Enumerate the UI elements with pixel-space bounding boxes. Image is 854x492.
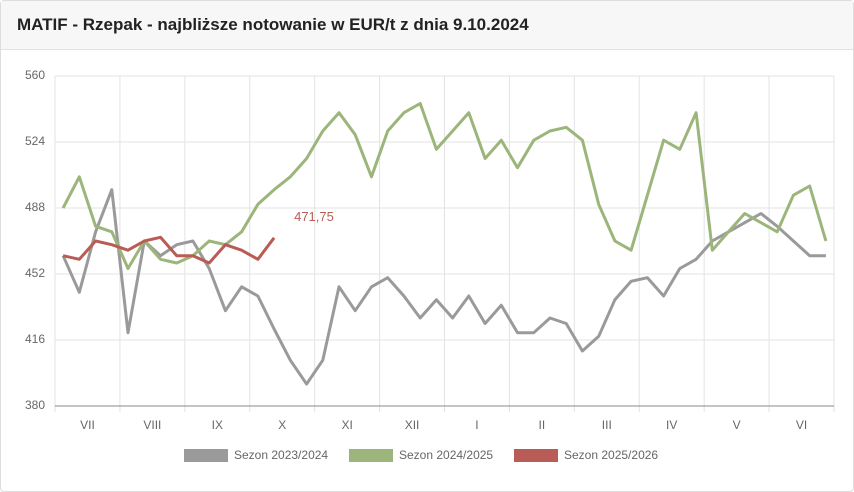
y-tick-label: 380: [25, 398, 45, 412]
series-line: [61, 188, 826, 386]
x-tick-label: II: [539, 418, 546, 432]
chart-title: MATIF - Rzepak - najbliższe notowanie w …: [1, 1, 853, 50]
x-tick-label: VIII: [143, 418, 161, 432]
x-tick-label: III: [602, 418, 612, 432]
y-tick-label: 560: [25, 68, 45, 82]
y-tick-label: 452: [25, 266, 45, 280]
legend-swatch: [349, 449, 393, 462]
y-tick-label: 524: [25, 134, 45, 148]
x-tick-label: VII: [80, 418, 95, 432]
legend-swatch: [184, 449, 228, 462]
x-tick-label: X: [278, 418, 286, 432]
x-tick-label: I: [475, 418, 478, 432]
y-tick-label: 488: [25, 200, 45, 214]
y-tick-label: 416: [25, 332, 45, 346]
data-label: 471,75: [294, 209, 334, 224]
legend-swatch: [514, 449, 558, 462]
legend-label: Sezon 2025/2026: [564, 448, 658, 462]
x-tick-label: VI: [796, 418, 807, 432]
x-tick-label: V: [733, 418, 741, 432]
x-tick-label: XII: [405, 418, 420, 432]
x-tick-label: XI: [341, 418, 352, 432]
series-line: [62, 235, 276, 265]
legend-label: Sezon 2024/2025: [399, 448, 493, 462]
x-tick-label: IX: [212, 418, 223, 432]
x-tick-label: IV: [666, 418, 677, 432]
legend-label: Sezon 2023/2024: [234, 448, 328, 462]
